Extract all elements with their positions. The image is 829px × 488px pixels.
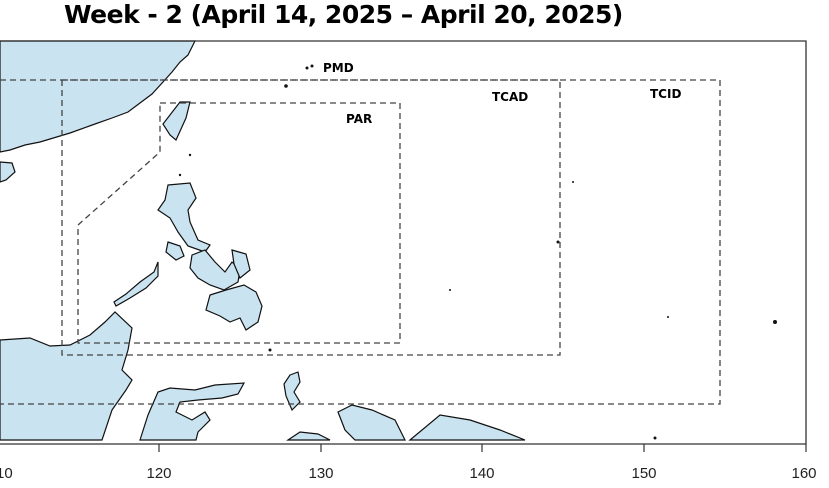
sulawesi (139, 382, 246, 441)
palawan (113, 261, 159, 307)
tcad-box (61, 79, 561, 356)
mindoro (165, 241, 185, 261)
label-pmd: PMD (323, 61, 354, 75)
label-tcad: TCAD (492, 90, 528, 104)
borneo (0, 311, 133, 441)
tick-label: 120 (146, 465, 171, 482)
label-tcid: TCID (650, 87, 681, 101)
hainan (0, 161, 16, 183)
taiwan (162, 101, 191, 141)
samar-leyte (231, 249, 251, 279)
halmahera (283, 371, 301, 412)
map-frame (0, 40, 807, 445)
tcid-box (0, 79, 721, 405)
mindanao (205, 284, 263, 331)
luzon (157, 182, 211, 253)
par-box (77, 102, 401, 344)
tick-label: 140 (469, 465, 494, 482)
tick-label: 160 (791, 465, 816, 482)
landmasses (0, 40, 526, 441)
tick-label: 150 (631, 465, 656, 482)
tick-label: 130 (308, 465, 333, 482)
seram (286, 431, 331, 441)
label-par: PAR (346, 112, 372, 126)
small-islands (178, 64, 777, 440)
x-axis (158, 444, 807, 452)
tick-label: 10 (0, 465, 13, 482)
new-guinea (337, 404, 526, 441)
china-coast (0, 40, 196, 153)
map-title: Week - 2 (April 14, 2025 – April 20, 202… (64, 0, 623, 29)
region-boxes (0, 79, 721, 405)
